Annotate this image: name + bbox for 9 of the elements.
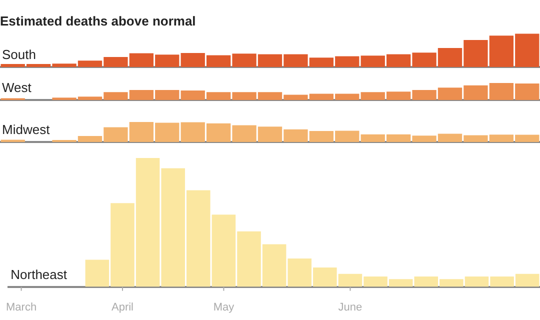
- series-label: Northeast: [10, 266, 68, 282]
- series-label: West: [2, 80, 32, 96]
- x-tick-label: May: [213, 301, 235, 314]
- chart-title: Estimated deaths above normal: [0, 13, 196, 28]
- x-tick-label: June: [338, 301, 362, 314]
- x-tick-label: April: [111, 301, 134, 314]
- x-tick-label: March: [6, 301, 37, 314]
- series-label: Midwest: [2, 122, 50, 138]
- series-label: South: [2, 47, 36, 62]
